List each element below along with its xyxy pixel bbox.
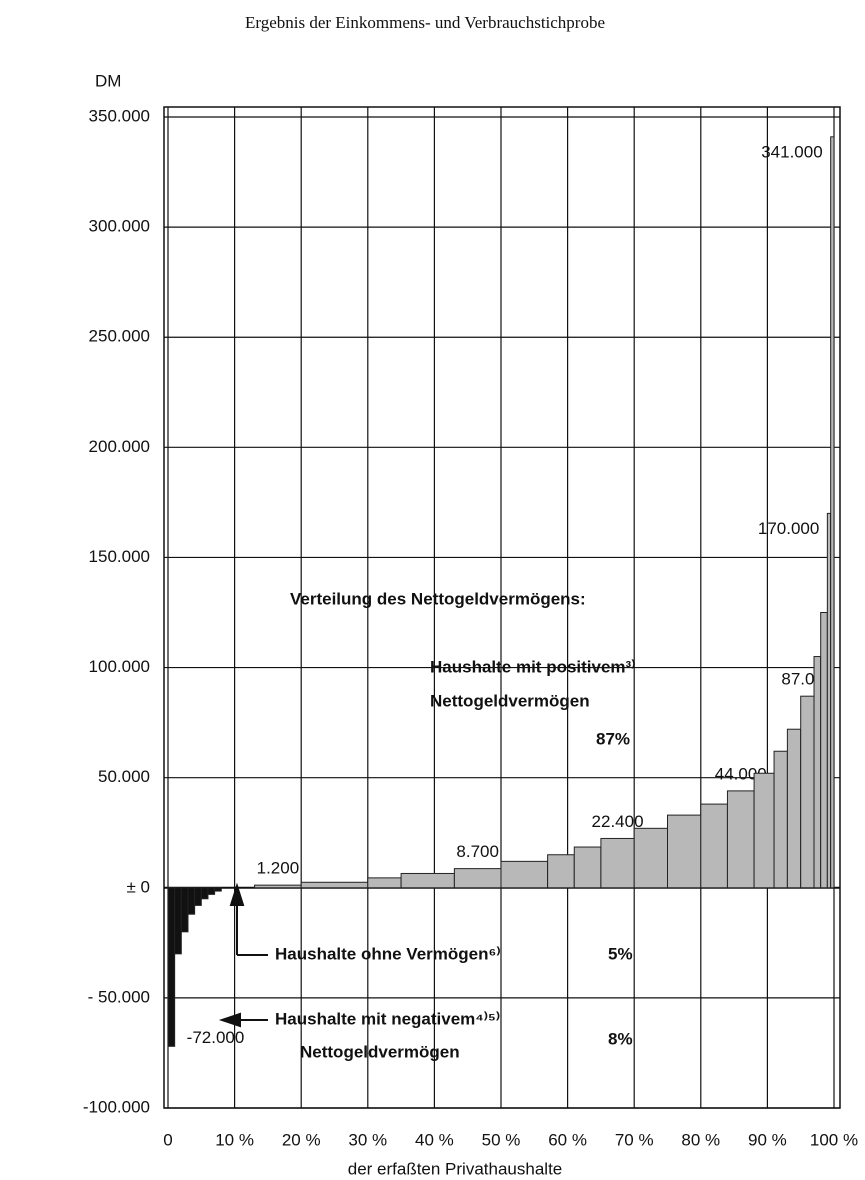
- bar: [367, 877, 402, 889]
- annotation: Haushalte mit negativem⁴⁾⁵⁾: [275, 1009, 500, 1028]
- bar: [500, 860, 549, 889]
- bar: [700, 803, 728, 889]
- bar: [200, 887, 209, 900]
- y-tick-label: ± 0: [126, 877, 150, 896]
- y-tick-label: 300.000: [89, 217, 150, 236]
- bar: [254, 884, 302, 889]
- y-axis-label: DM: [95, 71, 121, 90]
- bar: [167, 887, 176, 1047]
- bar: [600, 837, 635, 889]
- bar: [813, 656, 822, 889]
- annotation: 87%: [596, 729, 630, 748]
- x-tick-label: 20 %: [282, 1130, 321, 1149]
- x-tick-label: 40 %: [415, 1130, 454, 1149]
- x-tick-label: 30 %: [348, 1130, 387, 1149]
- bar: [753, 772, 775, 889]
- x-tick-label: 90 %: [748, 1130, 787, 1149]
- x-axis-label: der erfaßten Privathaushalte: [348, 1159, 563, 1178]
- bar: [633, 827, 669, 889]
- annotation: Nettogeldvermögen: [430, 691, 590, 710]
- bar: [207, 887, 216, 895]
- value-label: 341.000: [761, 142, 822, 161]
- value-label: 22.400: [592, 812, 644, 831]
- bar: [180, 887, 189, 933]
- bar: [786, 728, 802, 889]
- annotation: Haushalte ohne Vermögen⁶⁾: [275, 944, 501, 963]
- x-tick-label: 10 %: [215, 1130, 254, 1149]
- bar: [300, 881, 369, 889]
- y-tick-label: 250.000: [89, 327, 150, 346]
- arrows: [218, 882, 268, 1028]
- y-tick-label: - 50.000: [88, 987, 150, 1006]
- value-label: 8.700: [456, 842, 499, 861]
- chart-title: Ergebnis der Einkommens- und Verbrauchst…: [245, 13, 605, 32]
- value-label: 1.200: [257, 859, 300, 878]
- bar: [174, 887, 182, 955]
- value-label: 170.000: [758, 519, 819, 538]
- y-tick-label: 200.000: [89, 437, 150, 456]
- y-tick-label: 50.000: [98, 767, 150, 786]
- bar: [453, 868, 502, 889]
- bar: [800, 695, 815, 889]
- x-tick-label: 70 %: [615, 1130, 654, 1149]
- x-tick-label: 60 %: [548, 1130, 587, 1149]
- bar: [187, 887, 196, 915]
- bar: [400, 872, 455, 889]
- annotation: Haushalte mit positivem³⁾: [430, 657, 635, 676]
- bar: [820, 612, 828, 889]
- y-tick-label: 100.000: [89, 657, 150, 676]
- bar: [573, 846, 602, 889]
- bar: [547, 854, 575, 889]
- arrow-head: [229, 882, 245, 906]
- annotation: Nettogeldvermögen: [300, 1042, 460, 1061]
- annotation: Verteilung des Nettogeldvermögens:: [290, 589, 586, 608]
- bar: [830, 136, 835, 889]
- bar: [214, 887, 222, 892]
- annotation: 8%: [608, 1029, 633, 1048]
- bar: [773, 750, 788, 889]
- arrow-head: [218, 1012, 241, 1028]
- y-tick-label: 150.000: [89, 547, 150, 566]
- x-tick-label: 50 %: [482, 1130, 521, 1149]
- x-tick-label: 0: [163, 1130, 172, 1149]
- bar: [194, 887, 202, 906]
- bar: [667, 814, 702, 889]
- y-tick-label: 350.000: [89, 106, 150, 125]
- value-label: -72.000: [187, 1028, 245, 1047]
- x-tick-label: 100 %: [810, 1130, 858, 1149]
- y-tick-label: -100.000: [83, 1097, 150, 1116]
- annotation: 5%: [608, 944, 633, 963]
- bar: [726, 790, 755, 889]
- x-tick-label: 80 %: [681, 1130, 720, 1149]
